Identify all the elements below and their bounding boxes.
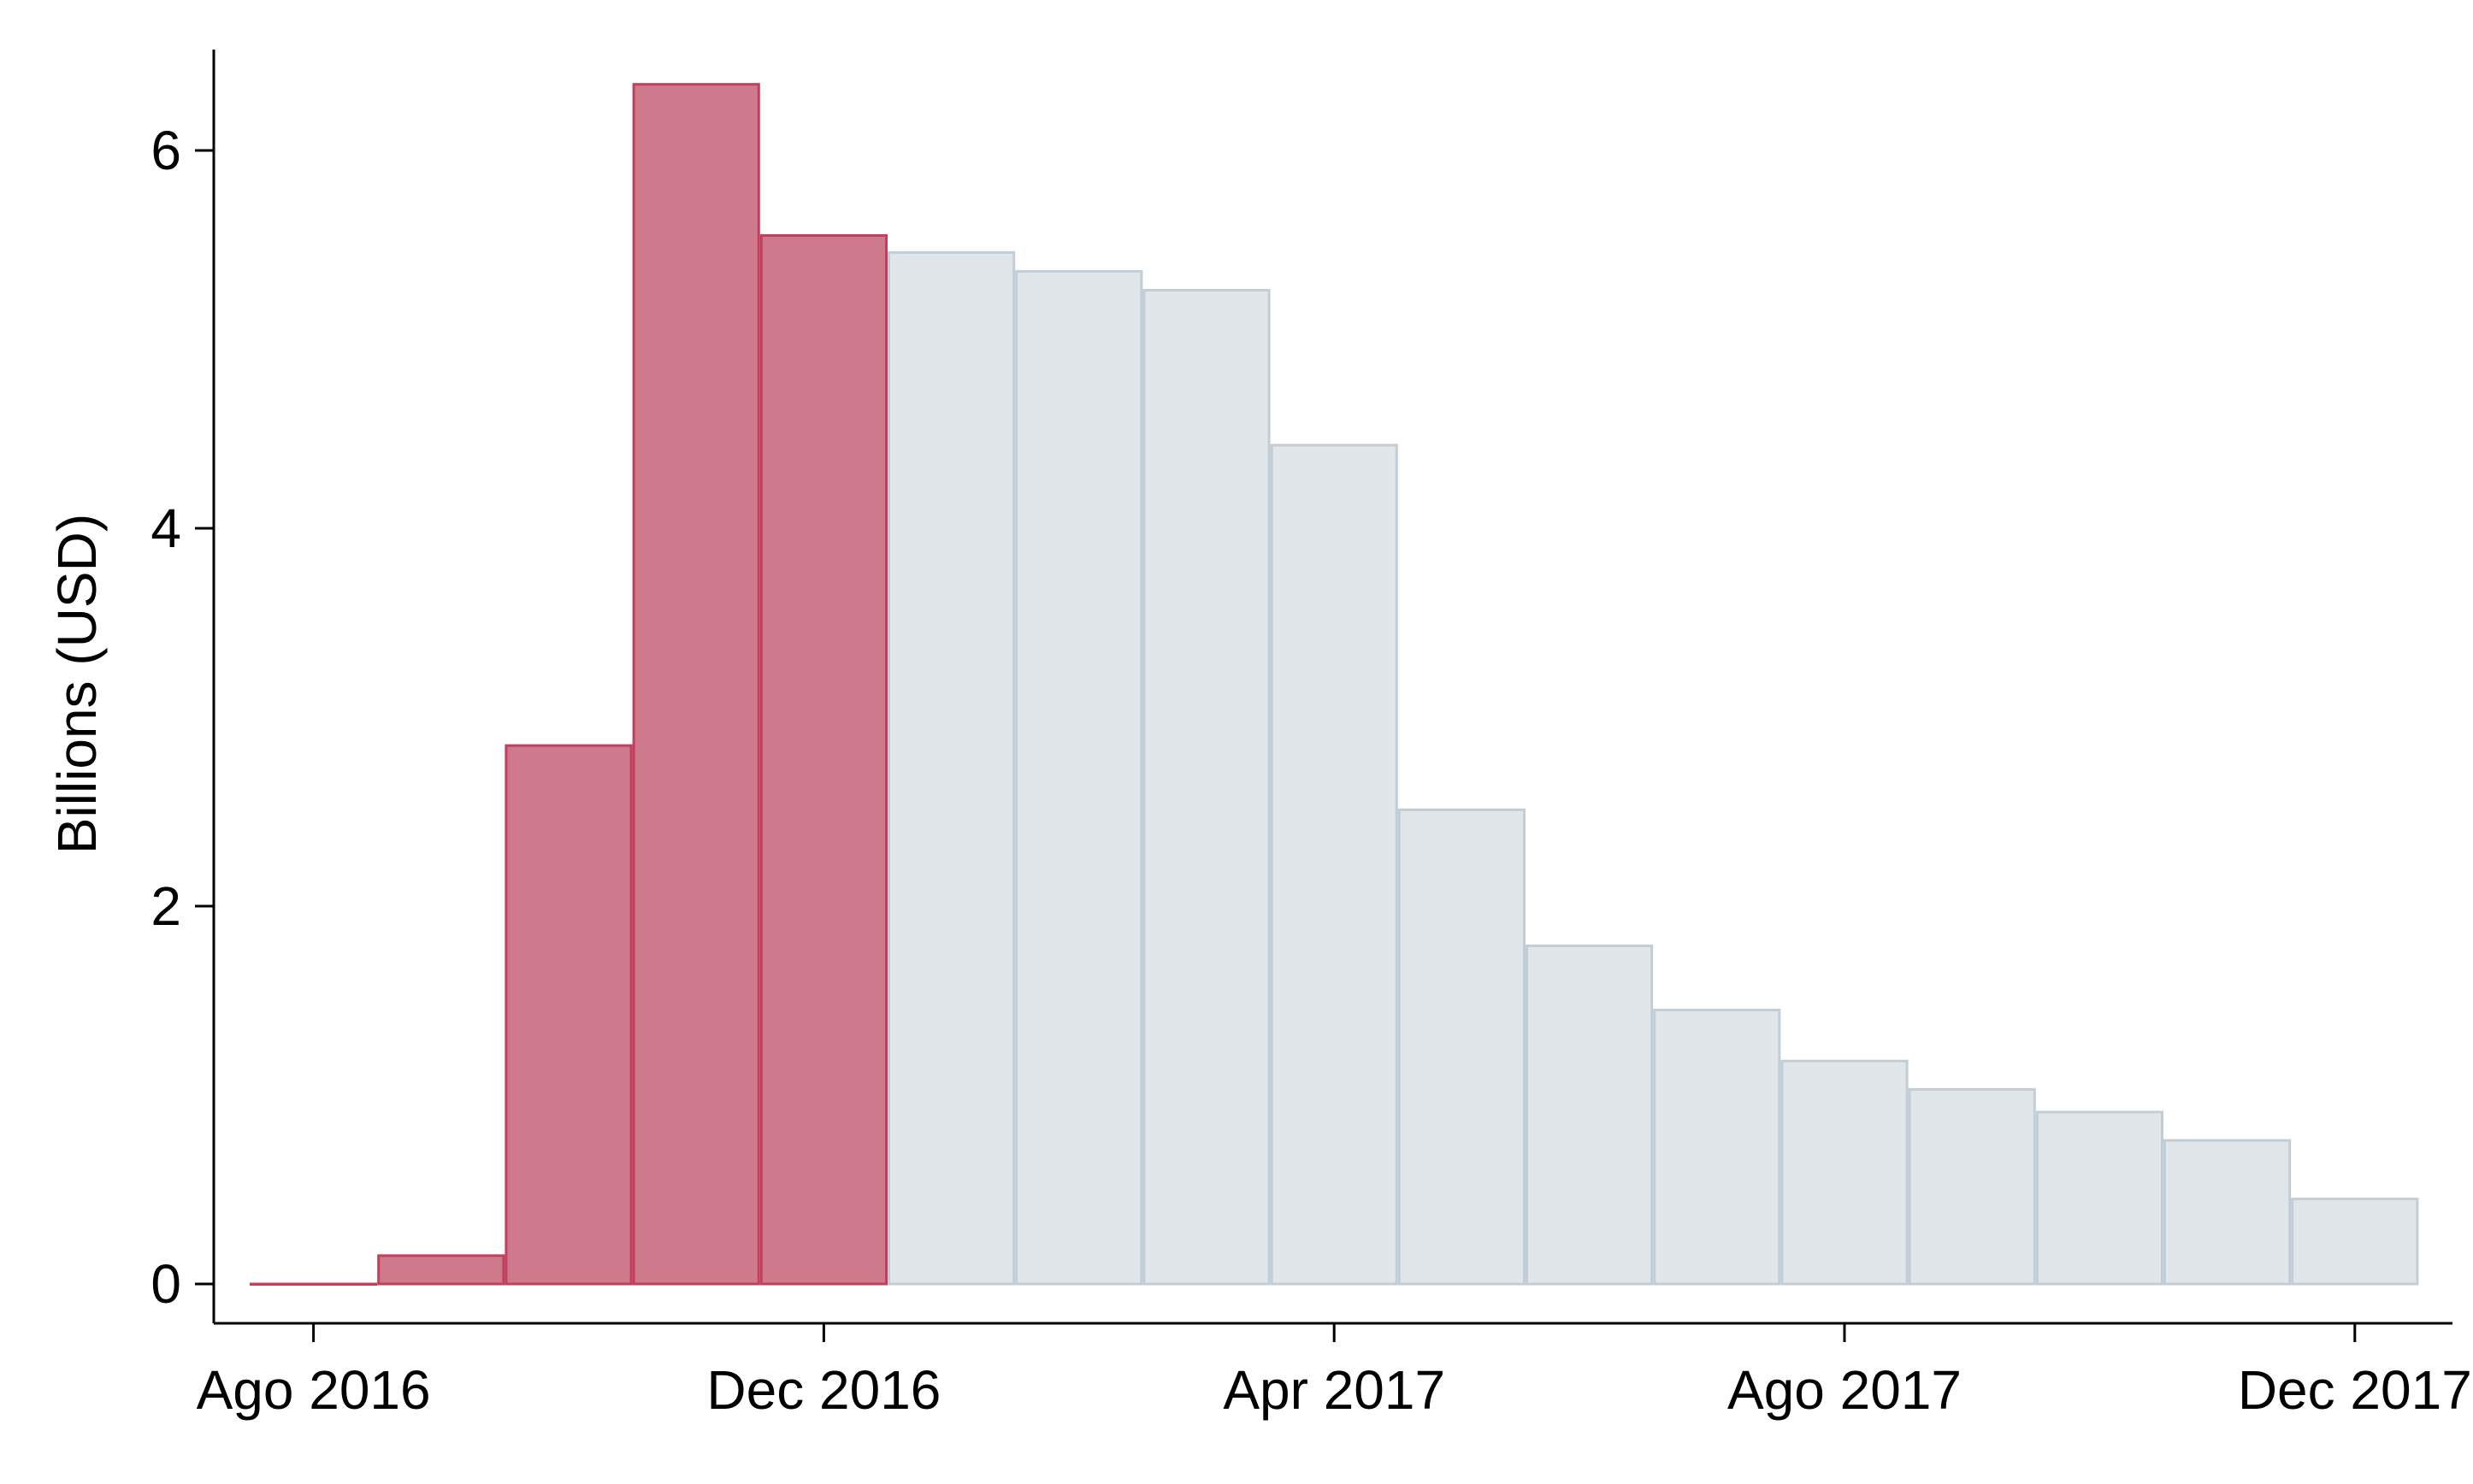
y-tick-label: 2 xyxy=(151,875,181,937)
y-axis-title: Billions (USD) xyxy=(46,514,108,854)
bar-2017-01 xyxy=(888,250,1016,1286)
x-tick-label: Dec 2017 xyxy=(2238,1359,2472,1421)
y-tick-label: 6 xyxy=(151,120,181,181)
bars-group xyxy=(250,83,2419,1286)
y-tick-label: 4 xyxy=(151,498,181,559)
bar-2017-03 xyxy=(1142,289,1271,1286)
x-tick-label: Apr 2017 xyxy=(1223,1359,1445,1421)
x-axis-ticks: Ago 2016 Dec 2016 Apr 2017 Ago 2017 Dec 2017 xyxy=(197,1323,2472,1421)
bar-2016-11 xyxy=(632,83,760,1286)
bar-2017-04 xyxy=(1270,444,1398,1286)
x-tick-label: Ago 2017 xyxy=(1727,1359,1962,1421)
bar-2017-05 xyxy=(1397,808,1526,1286)
bar-2017-11 xyxy=(2163,1139,2292,1286)
x-tick-label: Dec 2016 xyxy=(706,1359,941,1421)
bar-2017-07 xyxy=(1653,1009,1781,1286)
bar-2017-08 xyxy=(1780,1059,1909,1286)
bar-2017-09 xyxy=(1908,1087,2036,1286)
bar-2017-12 xyxy=(2291,1198,2419,1286)
bar-2017-10 xyxy=(2035,1110,2164,1286)
bar-2016-09 xyxy=(377,1254,505,1286)
bar-2016-10 xyxy=(505,744,633,1286)
bar-2017-02 xyxy=(1015,269,1143,1286)
bar-2016-08 xyxy=(250,1282,378,1286)
bar-2017-06 xyxy=(1526,944,1654,1286)
y-tick-label: 0 xyxy=(151,1253,181,1315)
y-axis-ticks: 0 2 4 6 xyxy=(151,120,214,1315)
bar-2016-12 xyxy=(759,233,888,1286)
x-tick-label: Ago 2016 xyxy=(197,1359,431,1421)
